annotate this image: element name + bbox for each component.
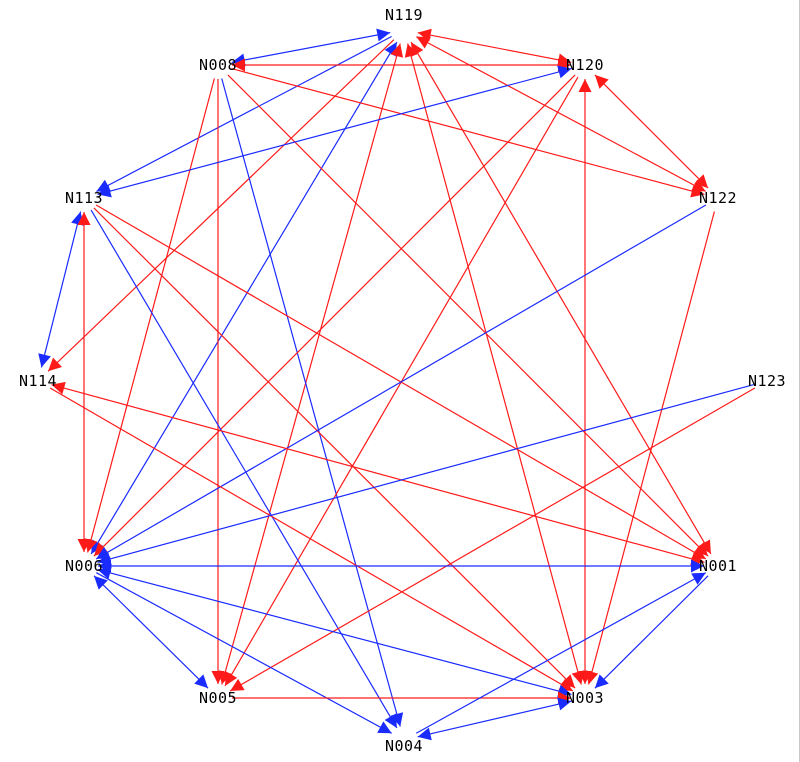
arrowhead-N003-N120 bbox=[578, 79, 592, 92]
edge-N119-N122 bbox=[416, 36, 706, 192]
edge-N120-N122 bbox=[594, 74, 709, 189]
arrowhead-N006-N005 bbox=[194, 674, 209, 689]
arrowhead-N120-N005 bbox=[225, 671, 238, 686]
arrowhead-N004-N003 bbox=[557, 697, 572, 711]
arrowhead-N005-N006 bbox=[93, 575, 108, 590]
arrowhead-N122-N119 bbox=[416, 36, 431, 49]
node-N001[interactable]: N001 bbox=[699, 557, 737, 575]
arrowhead-N008-N122 bbox=[690, 184, 705, 198]
edge-N006-N003 bbox=[97, 568, 572, 696]
arrowhead-N113-N004 bbox=[384, 713, 397, 728]
arrowhead-N120-N122 bbox=[694, 174, 709, 189]
arrowhead-N005-N119 bbox=[390, 43, 404, 58]
arrowhead-N113-N006 bbox=[77, 539, 91, 552]
edge-N119-N001 bbox=[410, 41, 712, 555]
edge-N123-N005 bbox=[229, 387, 756, 692]
edge-N119-N008 bbox=[231, 31, 391, 64]
edge-N119-N113 bbox=[96, 35, 392, 193]
arrowhead-N113-N120 bbox=[557, 65, 572, 79]
node-N120[interactable]: N120 bbox=[566, 56, 604, 74]
edge-N006-N005 bbox=[93, 575, 209, 689]
edge-N120-N113 bbox=[97, 68, 572, 195]
edge-N006-N004 bbox=[96, 572, 392, 734]
edge-N008-N122 bbox=[231, 68, 705, 195]
edge-N119-N003 bbox=[407, 43, 582, 685]
edge-N008-N004 bbox=[221, 78, 401, 727]
edge-N001-N003 bbox=[594, 575, 709, 689]
arrowhead-N003-N004 bbox=[417, 727, 432, 741]
arrowhead-N001-N119 bbox=[411, 42, 424, 57]
edge-N114-N001 bbox=[51, 384, 705, 563]
edge-N120-N006 bbox=[93, 74, 576, 557]
edge-N123-N006 bbox=[97, 384, 754, 563]
arrowhead-N123-N005 bbox=[230, 678, 245, 691]
edge-N113-N003 bbox=[93, 207, 576, 689]
arrowhead-N001-N114 bbox=[51, 381, 66, 395]
arrowhead-N120-N006 bbox=[93, 542, 108, 557]
arrowhead-N006-N001 bbox=[691, 559, 704, 573]
arrowhead-N008-N005 bbox=[211, 671, 225, 684]
edge-N004-N003 bbox=[417, 700, 572, 738]
edge-N008-N006 bbox=[87, 78, 215, 553]
node-N005[interactable]: N005 bbox=[199, 689, 237, 707]
arrowhead-N004-N001 bbox=[691, 572, 706, 585]
node-N123[interactable]: N123 bbox=[748, 372, 786, 390]
arrowhead-N008-N119 bbox=[376, 28, 391, 42]
arrowhead-N113-N114 bbox=[38, 353, 51, 368]
node-N003[interactable]: N003 bbox=[566, 689, 604, 707]
edge-N119-N006 bbox=[90, 41, 398, 555]
edge-N004-N001 bbox=[415, 572, 707, 734]
edge-N119-N120 bbox=[417, 32, 572, 63]
arrowhead-N006-N004 bbox=[377, 721, 392, 734]
node-N113[interactable]: N113 bbox=[65, 189, 103, 207]
node-N004[interactable]: N004 bbox=[385, 737, 423, 755]
arrowhead-N006-N113 bbox=[77, 212, 91, 225]
edge-N113-N114 bbox=[40, 211, 82, 368]
node-N008[interactable]: N008 bbox=[199, 56, 237, 74]
edge-N122-N006 bbox=[95, 204, 707, 560]
arrowhead-N122-N003 bbox=[585, 670, 599, 685]
edge-N114-N003 bbox=[49, 387, 574, 692]
arrowhead-N122-N120 bbox=[594, 74, 609, 89]
edge-N113-N004 bbox=[90, 209, 398, 729]
edge-N119-N114 bbox=[47, 39, 395, 372]
edge-N119-N005 bbox=[221, 43, 401, 685]
edges-layer bbox=[38, 28, 756, 741]
arrowhead-N120-N008 bbox=[232, 58, 245, 72]
arrowhead-N001-N003 bbox=[594, 674, 609, 689]
arrowhead-N120-N113 bbox=[97, 184, 112, 198]
arrowhead-N003-N006 bbox=[97, 566, 112, 580]
node-N006[interactable]: N006 bbox=[65, 557, 103, 575]
node-N114[interactable]: N114 bbox=[19, 372, 57, 390]
node-N119[interactable]: N119 bbox=[385, 6, 423, 24]
node-labels-layer: N119 N008 N120 N113 N122 N114 N123 N006 … bbox=[19, 6, 786, 755]
node-N122[interactable]: N122 bbox=[699, 189, 737, 207]
arrowhead-N008-N001 bbox=[694, 542, 709, 557]
edge-N008-N001 bbox=[227, 74, 709, 557]
arrowhead-N119-N114 bbox=[48, 357, 62, 372]
